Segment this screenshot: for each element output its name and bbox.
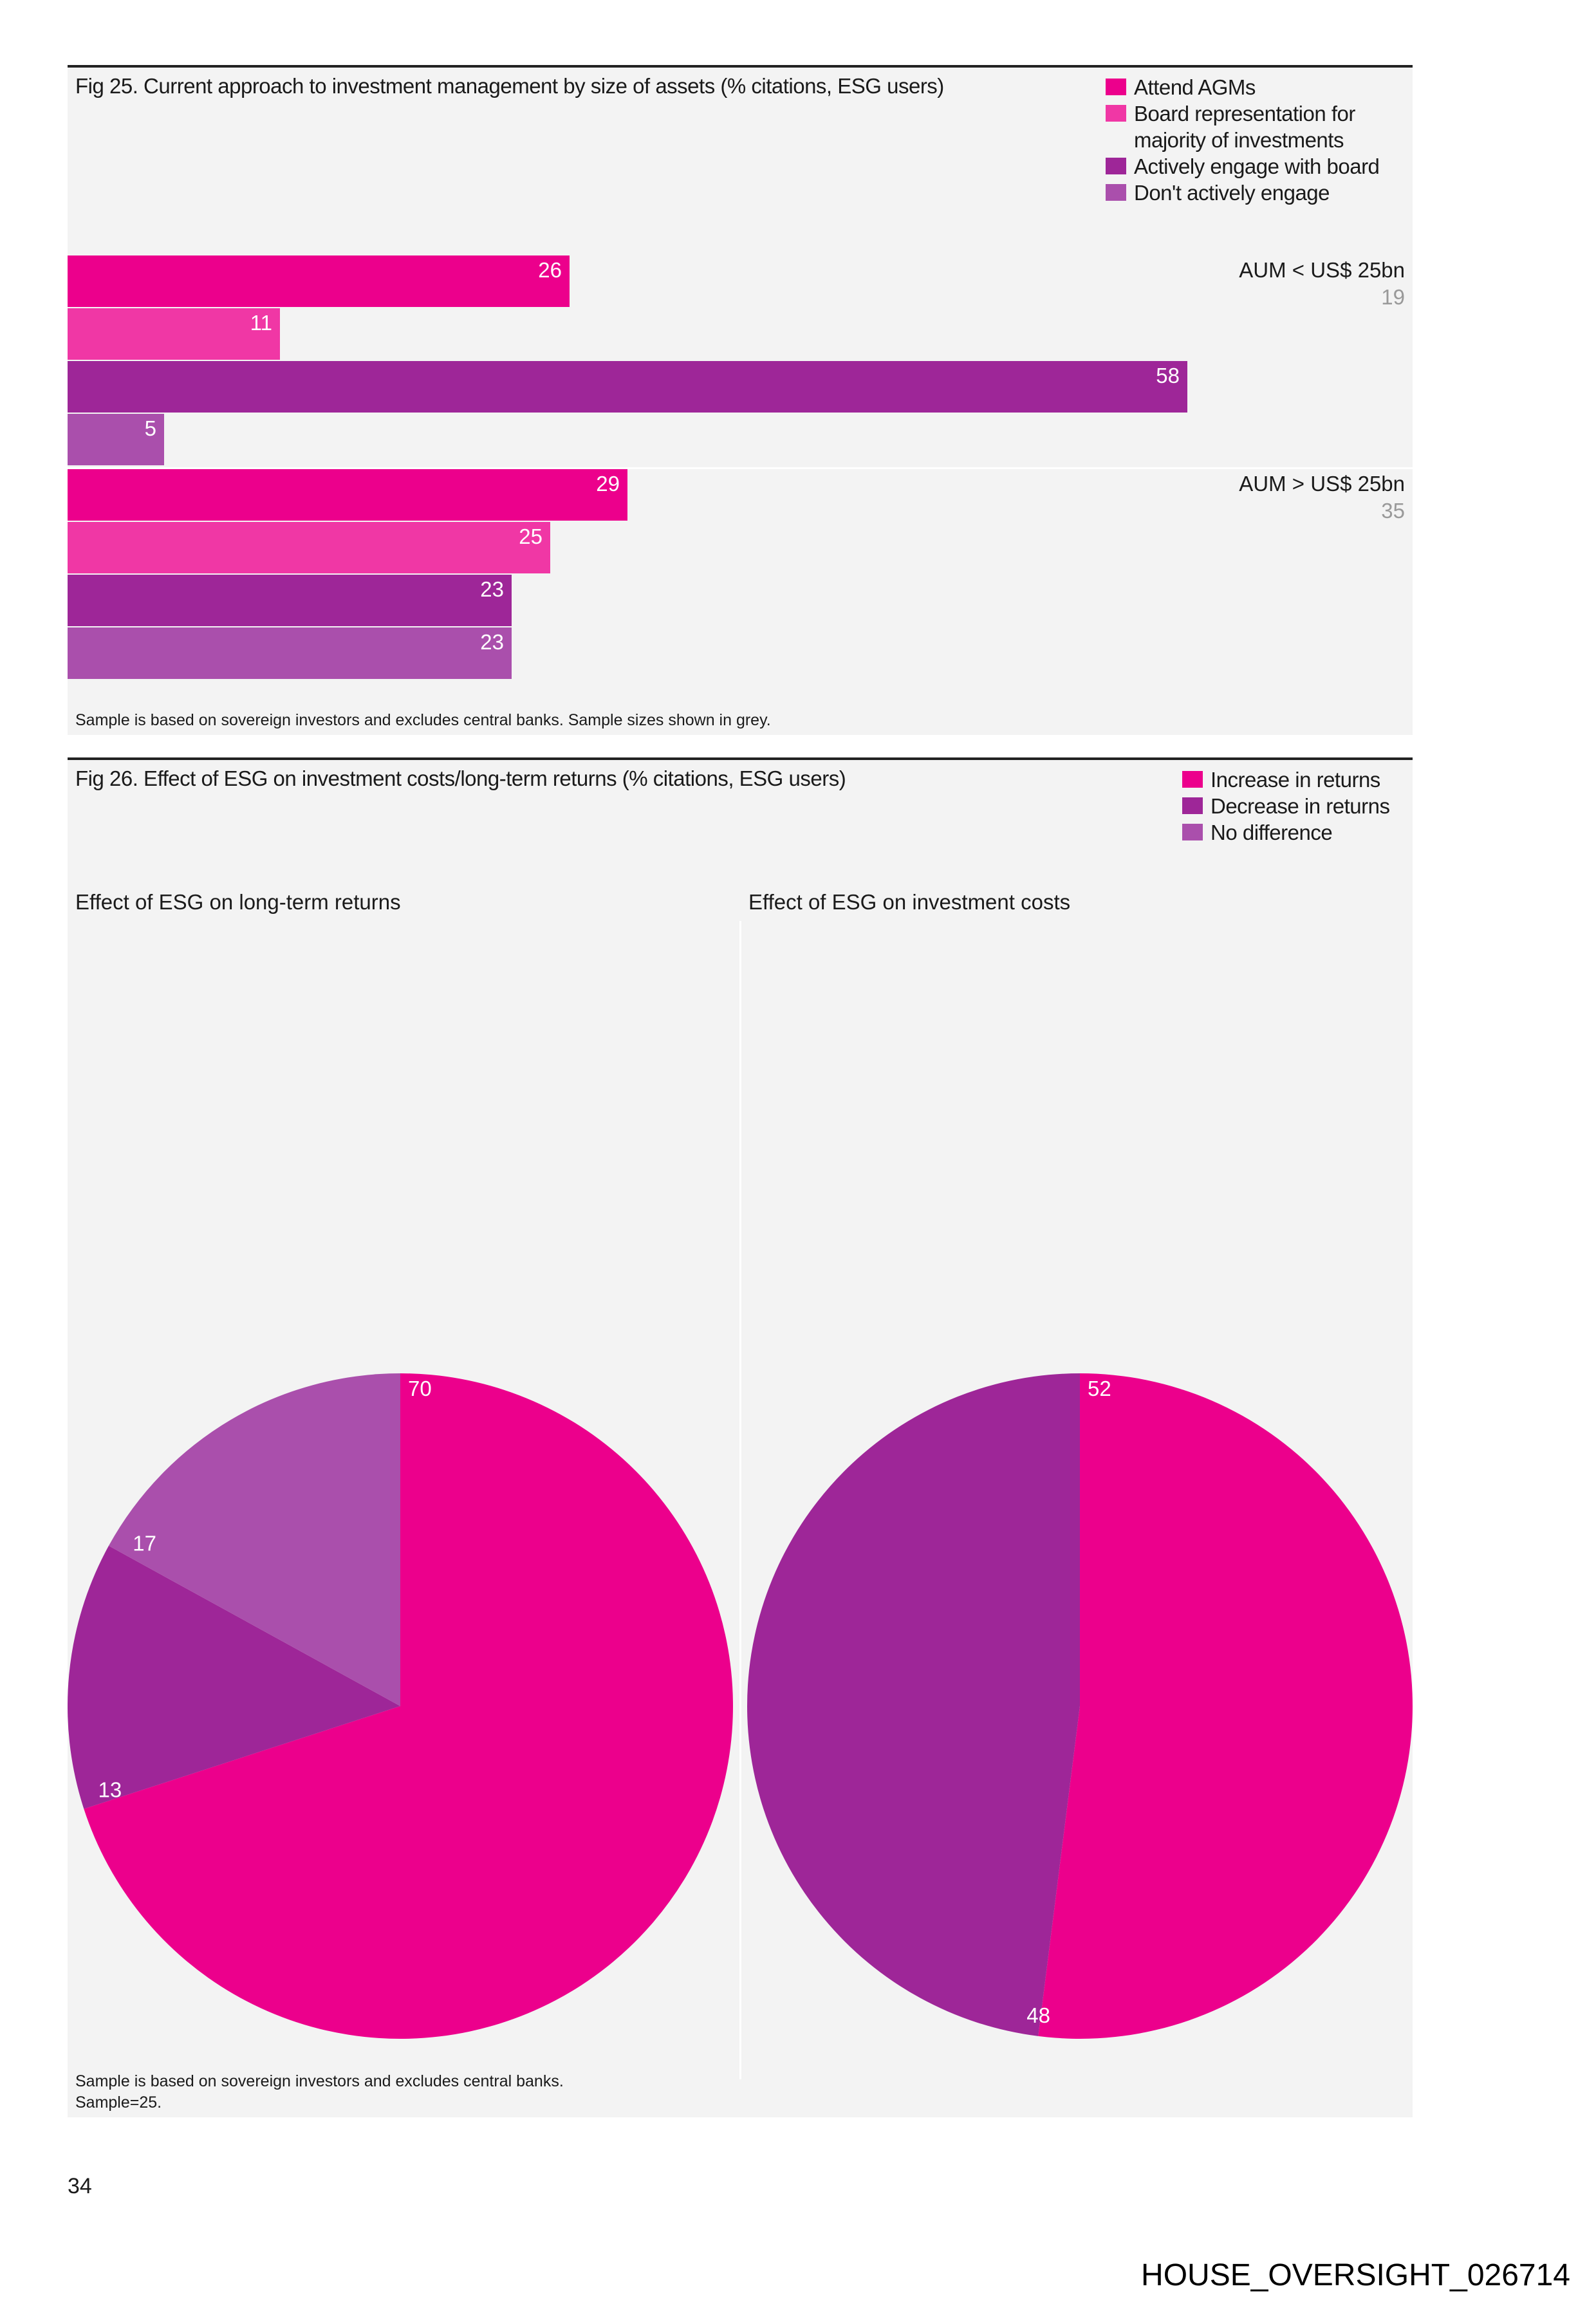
bar: 23: [68, 627, 512, 679]
bar-value-label: 5: [144, 416, 156, 440]
group-separator: [68, 467, 1413, 469]
pie-value-label: 17: [133, 1531, 156, 1555]
pie-value-label: 13: [98, 1778, 122, 1802]
pie-slice: [84, 1373, 734, 2039]
divider: [739, 921, 741, 2079]
legend-item: Decrease in returns: [1182, 793, 1407, 819]
group-sample-size: 35: [1381, 499, 1405, 523]
legend-label: Actively engage with board: [1134, 154, 1380, 178]
bar: 26: [68, 255, 570, 307]
bar: 23: [68, 575, 512, 626]
legend-swatch: [1106, 79, 1126, 95]
legend-label: Board representation for majority of inv…: [1134, 102, 1355, 152]
pie1-title: Effect of ESG on long-term returns: [75, 890, 401, 914]
bar: 5: [68, 414, 164, 465]
fig26-legend: Increase in returns Decrease in returns No…: [1182, 766, 1407, 846]
legend-label: Decrease in returns: [1211, 794, 1390, 818]
fig26-pies: 70 13 17 52 48: [68, 1373, 1413, 2039]
pie-value-label: 48: [1026, 2003, 1050, 2027]
group-sample-size: 19: [1381, 285, 1405, 309]
fig25-bars: AUM < US$ 25bn 19 26 11 58 5 AUM > US$ 25bn 35 2…: [68, 255, 1413, 683]
fig26-panel: Fig 26. Effect of ESG on investment cost…: [68, 757, 1413, 2117]
bar: 11: [68, 308, 280, 360]
bates-stamp: HOUSE_OVERSIGHT_026714: [1141, 2258, 1570, 2292]
pie-slice: [1038, 1373, 1413, 2039]
legend-swatch: [1182, 797, 1203, 814]
fig26-footnote-2: Sample=25.: [75, 2093, 162, 2112]
legend-swatch: [1182, 771, 1203, 788]
group-label: AUM < US$ 25bn 19: [1239, 257, 1405, 311]
fig25-panel: Fig 25. Current approach to investment m…: [68, 65, 1413, 735]
bar-value-label: 23: [480, 630, 504, 654]
legend-label: Attend AGMs: [1134, 75, 1256, 99]
pie-value-label: 52: [1088, 1377, 1111, 1400]
group-label: AUM > US$ 25bn 35: [1239, 470, 1405, 524]
pie2-title: Effect of ESG on investment costs: [748, 890, 1071, 914]
pie-slice: [108, 1373, 400, 1706]
fig26-title: Fig 26. Effect of ESG on investment cost…: [75, 766, 846, 790]
bar-value-label: 26: [538, 258, 562, 282]
pie-value-label: 70: [408, 1377, 432, 1400]
legend-item: Don't actively engage: [1106, 180, 1408, 206]
legend-item: Attend AGMs: [1106, 74, 1408, 100]
pie-slice: [68, 1545, 400, 1809]
pie-slice: [747, 1373, 1080, 2036]
bar-value-label: 29: [596, 472, 620, 496]
legend-label: Don't actively engage: [1134, 181, 1330, 205]
legend-item: Actively engage with board: [1106, 153, 1408, 180]
legend-label: No difference: [1211, 821, 1333, 844]
bar-value-label: 58: [1156, 364, 1180, 387]
bar: 29: [68, 469, 627, 521]
bar-value-label: 11: [250, 311, 272, 335]
fig26-footnote-1: Sample is based on sovereign investors a…: [75, 2072, 564, 2090]
fig25-title: Fig 25. Current approach to investment m…: [75, 74, 944, 98]
page-number: 34: [68, 2174, 92, 2198]
fig25-legend: Attend AGMs Board representation for majo…: [1106, 74, 1408, 206]
legend-swatch: [1106, 184, 1126, 201]
bar: 25: [68, 522, 550, 573]
legend-item: Board representation for majority of inv…: [1106, 100, 1408, 153]
fig25-footnote: Sample is based on sovereign investors a…: [75, 711, 771, 729]
legend-item: No difference: [1182, 819, 1407, 846]
bar-value-label: 25: [519, 524, 543, 548]
legend-swatch: [1106, 158, 1126, 174]
bar: 58: [68, 361, 1187, 413]
legend-swatch: [1182, 824, 1203, 840]
legend-swatch: [1106, 105, 1126, 122]
legend-item: Increase in returns: [1182, 766, 1407, 793]
bar-value-label: 23: [480, 577, 504, 601]
group-name: AUM < US$ 25bn: [1239, 258, 1405, 282]
legend-label: Increase in returns: [1211, 768, 1380, 792]
group-name: AUM > US$ 25bn: [1239, 472, 1405, 496]
